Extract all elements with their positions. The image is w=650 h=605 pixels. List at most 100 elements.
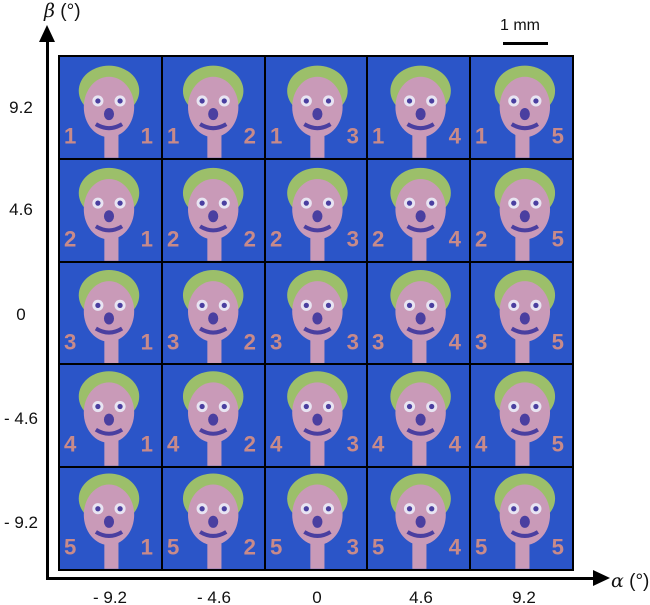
x-tick-label: 0 (312, 588, 322, 605)
x-tick-label: 9.2 (512, 588, 536, 605)
col-digit: 3 (346, 226, 358, 251)
y-tick-label: - 9.2 (3, 513, 39, 532)
row-digit: 2 (475, 226, 487, 251)
row-digit: 1 (372, 124, 384, 149)
col-digit: 4 (449, 329, 462, 354)
col-digit: 2 (243, 124, 255, 149)
col-digit: 3 (346, 124, 358, 149)
y-axis-line (46, 40, 49, 580)
x-axis-arrow-icon (593, 570, 610, 586)
y-axis-unit: (°) (54, 1, 81, 22)
row-digit: 4 (475, 432, 488, 457)
scale-bar (503, 42, 548, 45)
col-digit: 4 (449, 226, 462, 251)
row-digit: 4 (270, 432, 283, 457)
y-tick-label: - 4.6 (3, 409, 39, 428)
x-axis-title: α (°) (611, 570, 649, 593)
scale-bar-label: 1 mm (500, 17, 540, 34)
row-digit: 5 (64, 535, 76, 560)
row-digit: 1 (475, 124, 487, 149)
row-digit: 2 (270, 226, 282, 251)
col-digit: 1 (141, 535, 153, 560)
row-digit: 1 (270, 124, 282, 149)
row-digit: 2 (372, 226, 384, 251)
row-digit: 3 (167, 329, 179, 354)
col-digit: 2 (243, 329, 255, 354)
col-digit: 2 (243, 432, 255, 457)
col-digit: 3 (346, 535, 358, 560)
col-digit: 1 (141, 124, 153, 149)
y-tick-label: 4.6 (9, 200, 33, 219)
col-digit: 4 (449, 535, 462, 560)
row-digit: 5 (475, 535, 487, 560)
row-digit: 5 (270, 535, 282, 560)
row-digit: 3 (64, 329, 76, 354)
x-axis-unit: (°) (623, 571, 650, 592)
x-axis-line (46, 577, 593, 580)
x-tick-label: - 9.2 (92, 588, 128, 605)
row-digit: 4 (167, 432, 180, 457)
col-digit: 1 (141, 329, 153, 354)
row-digit: 5 (167, 535, 179, 560)
row-digit: 5 (372, 535, 384, 560)
y-tick-label: 9.2 (9, 98, 33, 117)
row-digit: 3 (475, 329, 487, 354)
x-tick-label: 4.6 (409, 588, 433, 605)
col-digit: 5 (552, 329, 564, 354)
row-digit: 1 (64, 124, 76, 149)
row-digit: 4 (372, 432, 385, 457)
x-axis-symbol: α (611, 570, 624, 592)
row-digit: 3 (270, 329, 282, 354)
col-digit: 1 (141, 226, 153, 251)
y-axis-arrow-icon (39, 25, 55, 42)
row-digit: 4 (64, 432, 77, 457)
row-digit: 2 (167, 226, 179, 251)
col-digit: 5 (552, 535, 564, 560)
row-digit: 1 (167, 124, 179, 149)
row-digit: 2 (64, 226, 76, 251)
col-digit: 5 (552, 432, 564, 457)
col-digit: 5 (552, 226, 564, 251)
y-axis-symbol: β (44, 0, 55, 22)
col-digit: 4 (449, 124, 462, 149)
